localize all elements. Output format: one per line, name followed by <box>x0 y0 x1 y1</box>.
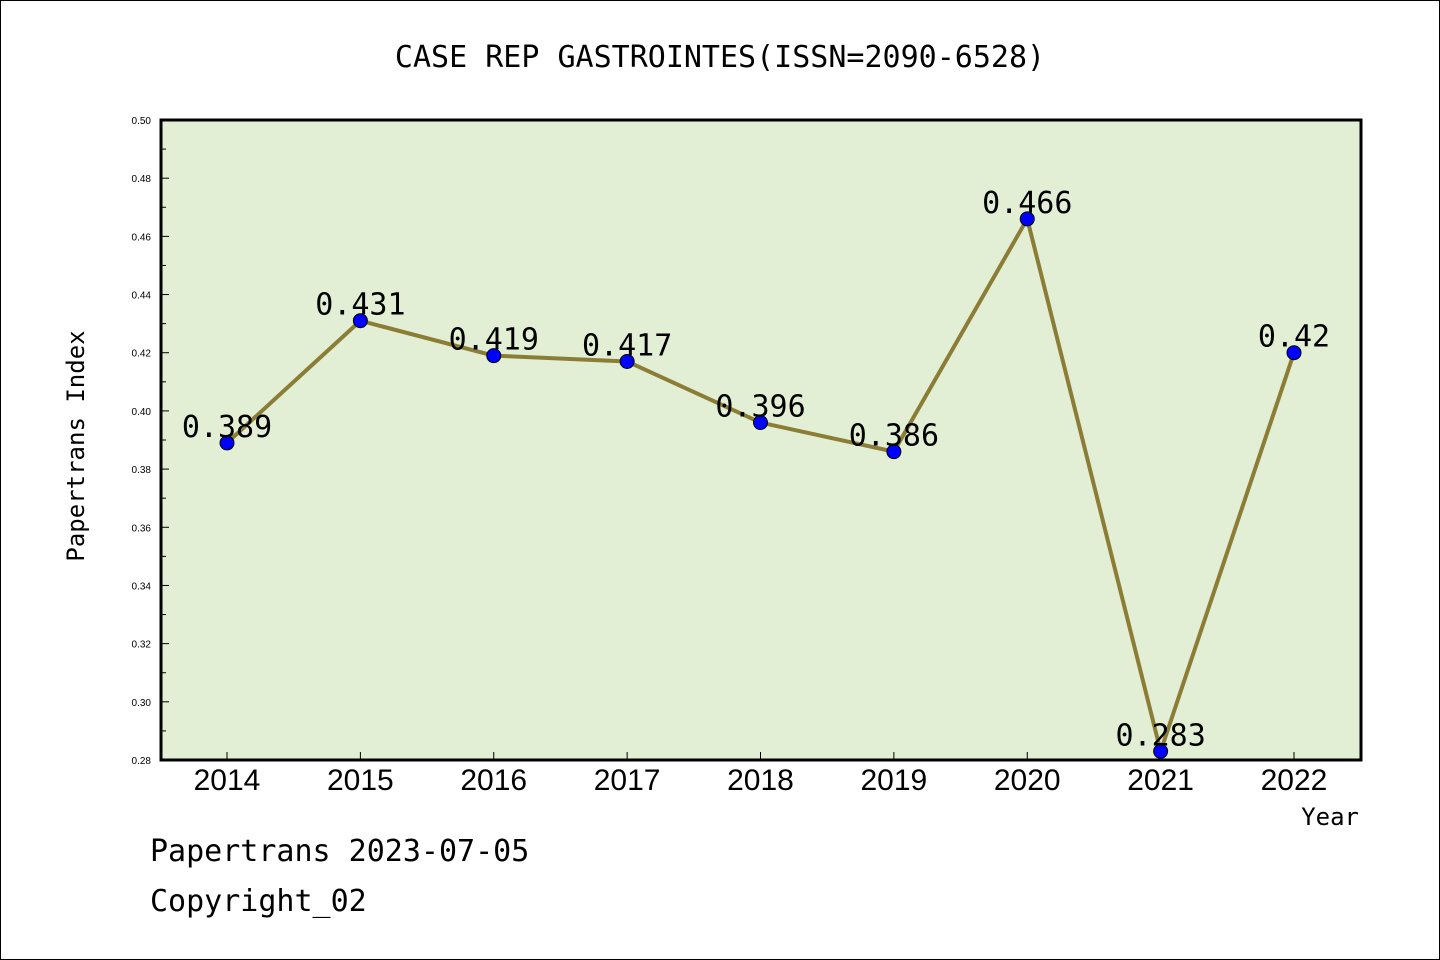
data-label: 0.386 <box>849 419 939 454</box>
data-label: 0.42 <box>1258 320 1330 355</box>
x-tick-label: 2021 <box>1127 764 1194 797</box>
x-tick-label: 2017 <box>594 764 661 797</box>
y-tick-label: 0.48 <box>132 174 152 185</box>
y-tick-label: 0.50 <box>132 116 152 127</box>
y-tick-label: 0.44 <box>132 291 152 302</box>
x-tick-label: 2020 <box>994 764 1061 797</box>
y-tick-label: 0.32 <box>132 640 152 651</box>
data-point <box>1019 211 1035 227</box>
data-label: 0.283 <box>1115 718 1205 753</box>
data-labels: 0.389 0.431 0.419 0.417 0.396 0.386 0.466 0.283… <box>182 186 1330 753</box>
y-tick-label: 0.46 <box>132 232 152 243</box>
data-point <box>352 313 368 329</box>
y-tick-label: 0.38 <box>132 465 152 476</box>
y-tick-label: 0.34 <box>132 581 152 592</box>
data-label: 0.431 <box>315 288 405 323</box>
y-tick-label: 0.36 <box>132 523 152 534</box>
footer-date-text: Papertrans 2023-07-05 <box>150 834 530 869</box>
data-label: 0.396 <box>715 390 805 425</box>
x-axis-label: Year <box>1301 803 1359 831</box>
chart-title: CASE REP GASTROINTES(ISSN=2090-6528) <box>395 40 1045 75</box>
x-tick-label: 2016 <box>460 764 527 797</box>
y-tick-label: 0.42 <box>132 349 152 360</box>
x-tick-label: 2018 <box>727 764 794 797</box>
y-tick-label: 0.28 <box>132 756 152 767</box>
data-point <box>1153 743 1169 759</box>
data-markers <box>219 211 1302 759</box>
data-point <box>753 415 768 431</box>
data-point <box>619 353 635 369</box>
x-tick-label: 2019 <box>861 764 928 797</box>
data-point <box>486 348 502 364</box>
x-tick-label: 2015 <box>327 764 394 797</box>
data-point <box>1286 345 1302 361</box>
data-point <box>219 435 235 451</box>
data-label: 0.419 <box>449 323 539 358</box>
data-label: 0.466 <box>982 186 1072 221</box>
data-point <box>886 444 902 460</box>
footer-copyright-text: Copyright_02 <box>150 884 367 919</box>
x-tick-label: 2022 <box>1261 764 1328 797</box>
data-label: 0.417 <box>582 328 672 363</box>
y-tick-label: 0.30 <box>132 698 152 709</box>
data-label: 0.389 <box>182 410 272 445</box>
plot-area <box>159 118 1363 762</box>
x-axis: 2014 2015 2016 2017 2018 2019 2020 2021 2022 <box>194 752 1328 797</box>
y-axis-label: Papertrans Index <box>62 330 90 561</box>
x-tick-label: 2014 <box>194 764 261 797</box>
y-tick-label: 0.40 <box>132 407 152 418</box>
y-axis: 0.28 0.30 0.32 0.34 0.36 0.38 0.40 0.42 0.44 0.46… <box>132 116 169 767</box>
